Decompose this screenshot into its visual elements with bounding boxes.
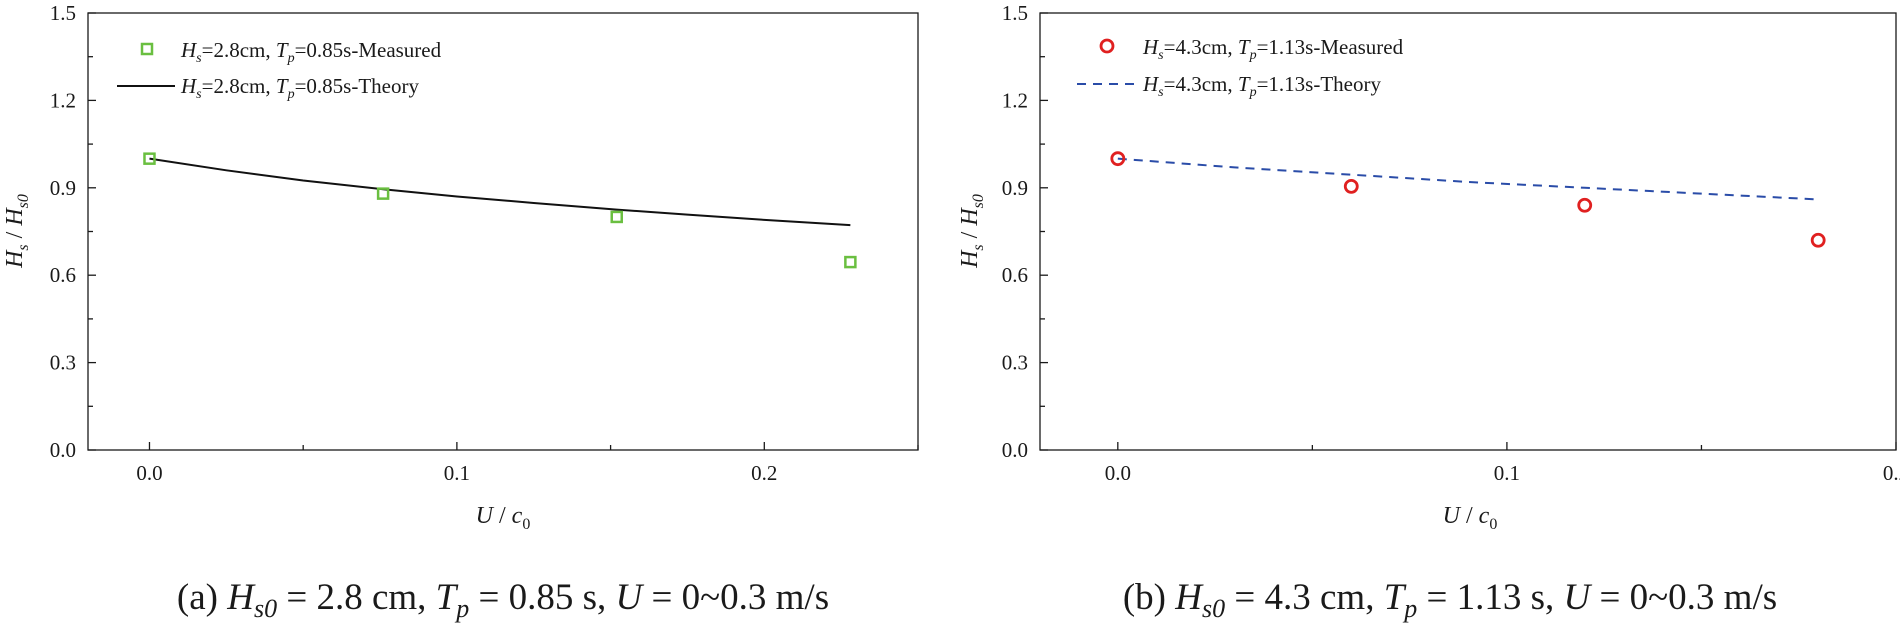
- panel-b-measured-point: [1577, 197, 1593, 213]
- panel-a-y-tick-label: 0.3: [50, 351, 76, 375]
- panel-a-legend-label-theory: Hs=2.8cm, Tp=0.85s-Theory: [180, 74, 419, 102]
- panel-b-x-tick-label: 0.2: [1883, 461, 1900, 485]
- panel-a-measured-point: [376, 187, 390, 200]
- panel-a-caption: (a) Hs0 = 2.8 cm, Tp = 0.85 s, U = 0~0.3…: [177, 577, 829, 623]
- panel-b-y-tick-label: 0.6: [1002, 263, 1028, 287]
- panel-b-y-axis: 0.0 0.3 0.6 0.9 1.2 1.5: [1002, 1, 1048, 462]
- panel-a-x-axis: 0.0 0.1 0.2: [136, 442, 919, 485]
- panel-b-x-axis-title: U / c0: [1443, 503, 1498, 533]
- panel-b-legend: Hs=4.3cm, Tp=1.13s-Measured Hs=4.3cm, Tp…: [1077, 35, 1404, 100]
- panel-b-measured-point: [1110, 151, 1126, 167]
- panel-a-x-axis-title: U / c0: [476, 503, 531, 533]
- panel-a-y-tick-label: 1.5: [50, 1, 76, 25]
- panel-b-y-tick-label: 0.9: [1002, 176, 1028, 200]
- panel-a-theory-line: [149, 157, 851, 227]
- panel-b-legend-marker-measured: [1099, 38, 1115, 54]
- panel-b-x-tick-label: 0.0: [1105, 461, 1131, 485]
- panel-b-chart: 0.0 0.3 0.6 0.9 1.2 1.5 0.0 0.1 0.2 Hs=4.3cm, T…: [957, 1, 1900, 623]
- panel-a-y-axis-title: Hs / Hs0: [2, 194, 32, 269]
- panel-b-x-axis: 0.0 0.1 0.2: [1105, 442, 1900, 485]
- panel-b-legend-label-measured: Hs=4.3cm, Tp=1.13s-Measured: [1142, 35, 1404, 63]
- panel-a-legend-label-measured: Hs=2.8cm, Tp=0.85s-Measured: [180, 38, 442, 66]
- panel-b-y-tick-label: 0.0: [1002, 438, 1028, 462]
- panel-a-legend: Hs=2.8cm, Tp=0.85s-Measured Hs=2.8cm, Tp…: [117, 38, 442, 102]
- panel-a-measured-point: [610, 210, 623, 224]
- panel-a-legend-marker-measured: [140, 42, 154, 56]
- panel-a-chart: 0.0 0.3 0.6 0.9 1.2 1.5 0.0 0.1 0.2 Hs=2.8cm, T…: [2, 1, 919, 623]
- panel-b-y-tick-label: 1.5: [1002, 1, 1028, 25]
- panel-a-x-tick-label: 0.0: [136, 461, 162, 485]
- panel-b-measured-point: [1810, 232, 1826, 248]
- panel-a-y-tick-label: 1.2: [50, 88, 76, 112]
- panel-a-measured-point: [143, 152, 156, 165]
- panel-a-y-axis: 0.0 0.3 0.6 0.9 1.2 1.5: [50, 1, 96, 462]
- panel-a-y-tick-label: 0.9: [50, 176, 76, 200]
- panel-a-x-tick-label: 0.2: [751, 461, 777, 485]
- panel-b-y-tick-label: 1.2: [1002, 88, 1028, 112]
- panel-b-theory-line: [1117, 157, 1819, 201]
- panel-b-caption: (b) Hs0 = 4.3 cm, Tp = 1.13 s, U = 0~0.3…: [1123, 577, 1777, 623]
- panel-b-y-tick-label: 0.3: [1002, 351, 1028, 375]
- panel-b-measured-point: [1343, 178, 1359, 194]
- panel-b-legend-label-theory: Hs=4.3cm, Tp=1.13s-Theory: [1142, 72, 1381, 100]
- panel-b-x-tick-label: 0.1: [1494, 461, 1520, 485]
- panel-b-series: [1110, 151, 1826, 248]
- panel-a-measured-point: [844, 255, 857, 269]
- panel-a-series: [143, 152, 857, 269]
- panel-a-x-tick-label: 0.1: [444, 461, 470, 485]
- panel-a-y-tick-label: 0.0: [50, 438, 76, 462]
- panel-b-y-axis-title: Hs / Hs0: [957, 194, 987, 269]
- panel-a-y-tick-label: 0.6: [50, 263, 76, 287]
